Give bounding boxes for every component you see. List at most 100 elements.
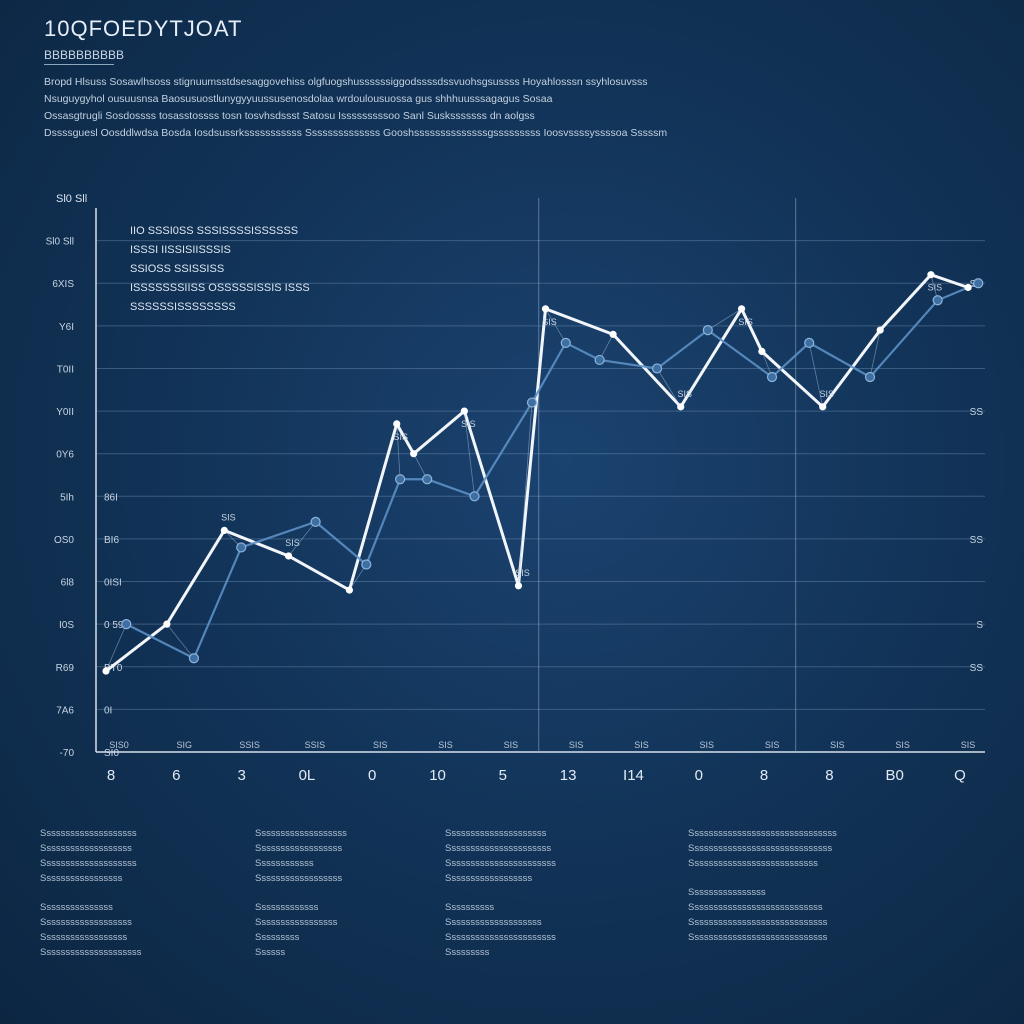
footer-line: Ssssssssssss: [255, 858, 314, 869]
footer-line: Sssssssssssssssssss: [40, 843, 132, 854]
data-point-secondary: [560, 337, 571, 348]
data-point-primary: [541, 305, 550, 313]
data-point-primary: [876, 326, 884, 334]
footer-line: Sssssssss: [445, 947, 490, 958]
data-point-secondary: [651, 363, 663, 374]
series-connector: [707, 308, 742, 331]
y-right-tick-label: SS: [970, 663, 984, 674]
data-point-secondary: [395, 474, 406, 485]
annotation-text: ISSSI IISSISIISSSIS: [130, 244, 231, 256]
data-point-secondary: [422, 474, 433, 485]
data-point-primary: [758, 347, 766, 356]
footer-line: Ssssssssssssssss: [688, 887, 766, 898]
data-point-primary: [460, 407, 468, 415]
data-point-secondary: [973, 278, 984, 289]
x-minor-label: SSIS: [239, 740, 260, 750]
data-point-secondary: [310, 516, 321, 527]
data-point-secondary: [864, 371, 876, 383]
data-point-secondary: [526, 397, 538, 408]
y-tick-label: Y6I: [59, 322, 74, 333]
y-tick-label: OS0: [54, 535, 74, 546]
data-point-secondary: [702, 325, 713, 336]
y-tick-label: 6XIS: [52, 279, 74, 290]
x-tick-label: 10: [429, 767, 446, 784]
x-minor-label: SIS: [765, 740, 780, 750]
point-label: SIS: [819, 389, 834, 399]
series-connector: [869, 330, 881, 378]
series-connector: [808, 342, 824, 407]
footer-line: Ssssssssssssssssssssss: [445, 843, 552, 854]
y-tick-label: 6l8: [61, 578, 75, 589]
x-tick-label: I14: [623, 767, 644, 784]
point-label: SIS: [677, 389, 692, 399]
series-connector: [463, 411, 475, 497]
y-tick-label: R69: [56, 663, 75, 674]
y-tick-label: Sl0 Sll: [46, 237, 74, 248]
x-tick-label: 0L: [299, 767, 316, 784]
x-minor-label: SIS: [373, 740, 388, 750]
y-right-tick-label: SS: [970, 535, 984, 546]
series-connector: [349, 564, 367, 591]
x-minor-label: SIG: [177, 740, 193, 750]
footer-line: Sssssssssssssssssssssssssssss: [688, 932, 828, 943]
point-label: SIS: [542, 317, 557, 327]
chart-title: 10QFOEDYTJOAT: [44, 16, 243, 41]
data-point-secondary: [932, 295, 943, 306]
footer-line: Sssssssssssssssssssss: [445, 828, 547, 839]
x-minor-label: SIS: [634, 740, 649, 750]
y-right-tick-label: S: [976, 620, 983, 631]
chart-footer-notes: Ssssssssssssssssssss Sssssssssssssssssss…: [40, 826, 990, 966]
y-tick-label: I0S: [59, 620, 74, 631]
footer-line: Sssssssssssssssss: [255, 917, 338, 928]
description-line: Dssssguesl Oosddlwdsa Bosda Iosdsussrkss…: [44, 127, 668, 139]
x-tick-label: 13: [560, 767, 577, 784]
y-tick-label: 7A6: [56, 705, 74, 716]
x-minor-label: SIS: [504, 740, 519, 750]
footer-line: Ssssssssssssssssss: [255, 873, 343, 884]
point-label: SIS: [928, 283, 943, 293]
x-tick-label: 3: [237, 767, 245, 784]
footer-column: Ssssssssssssssssssss Sssssssssssssssssss…: [40, 826, 275, 960]
series-line-primary: [105, 272, 969, 673]
data-point-secondary: [804, 337, 815, 348]
footer-column: Sssssssssssssssssss Ssssssssssssssssss S…: [255, 826, 490, 960]
data-point-secondary: [121, 619, 132, 630]
footer-line: Ssssssssssssssssssss: [445, 917, 542, 928]
footer-line: Sssssssss: [255, 932, 300, 943]
series-connector: [166, 623, 195, 659]
x-tick-label: 8: [825, 767, 833, 784]
footer-line: Ssssssssssssssssssss: [40, 828, 137, 839]
data-point-secondary: [594, 354, 605, 366]
data-point-primary: [677, 403, 685, 411]
data-point-secondary: [361, 559, 372, 570]
annotation-text: SSSSSSISSSSSSSS: [130, 301, 236, 313]
subtitle-underline: [44, 64, 114, 65]
footer-line: Ssssssssssssssssssss: [40, 858, 137, 869]
point-label: SIS: [221, 512, 236, 522]
y-tick-label: T0II: [57, 364, 74, 375]
footer-column: Sssssssssssssssssssssssssssssss Ssssssss…: [688, 826, 988, 945]
y-tick-label: -70: [60, 748, 75, 759]
footer-line: Ssssssssssssssssssssssssssssss: [688, 843, 833, 854]
series-connector: [545, 308, 567, 344]
data-point-primary: [927, 271, 935, 279]
x-minor-label: SIS: [569, 740, 584, 750]
data-point-primary: [410, 450, 418, 458]
y-inner-tick-label: 86I: [104, 492, 118, 503]
description-line: Ossasgtrugli Sosdossss tosasstossss tosn…: [44, 110, 535, 122]
x-tick-label: B0: [886, 767, 904, 784]
series-line-secondary: [125, 282, 979, 660]
annotation-text: ISSSSSSSIISS OSSSSSISSIS ISSS: [130, 282, 310, 294]
y-inner-tick-label: SI0: [104, 748, 119, 759]
footer-line: Sssssssssssssssssssss: [40, 947, 142, 958]
x-tick-label: 8: [760, 767, 768, 784]
data-point-primary: [964, 283, 972, 292]
chart-description: Bropd Hlsuss Sosawlhsoss stignuumsstdses…: [44, 74, 984, 142]
footer-line: Ssssssssssssssssss: [40, 932, 128, 943]
x-minor-label: SIS: [830, 740, 845, 750]
x-tick-label: Q: [954, 767, 966, 784]
data-point-primary: [163, 620, 171, 628]
chart-subtitle: BBBBBBBBBB: [44, 48, 125, 62]
